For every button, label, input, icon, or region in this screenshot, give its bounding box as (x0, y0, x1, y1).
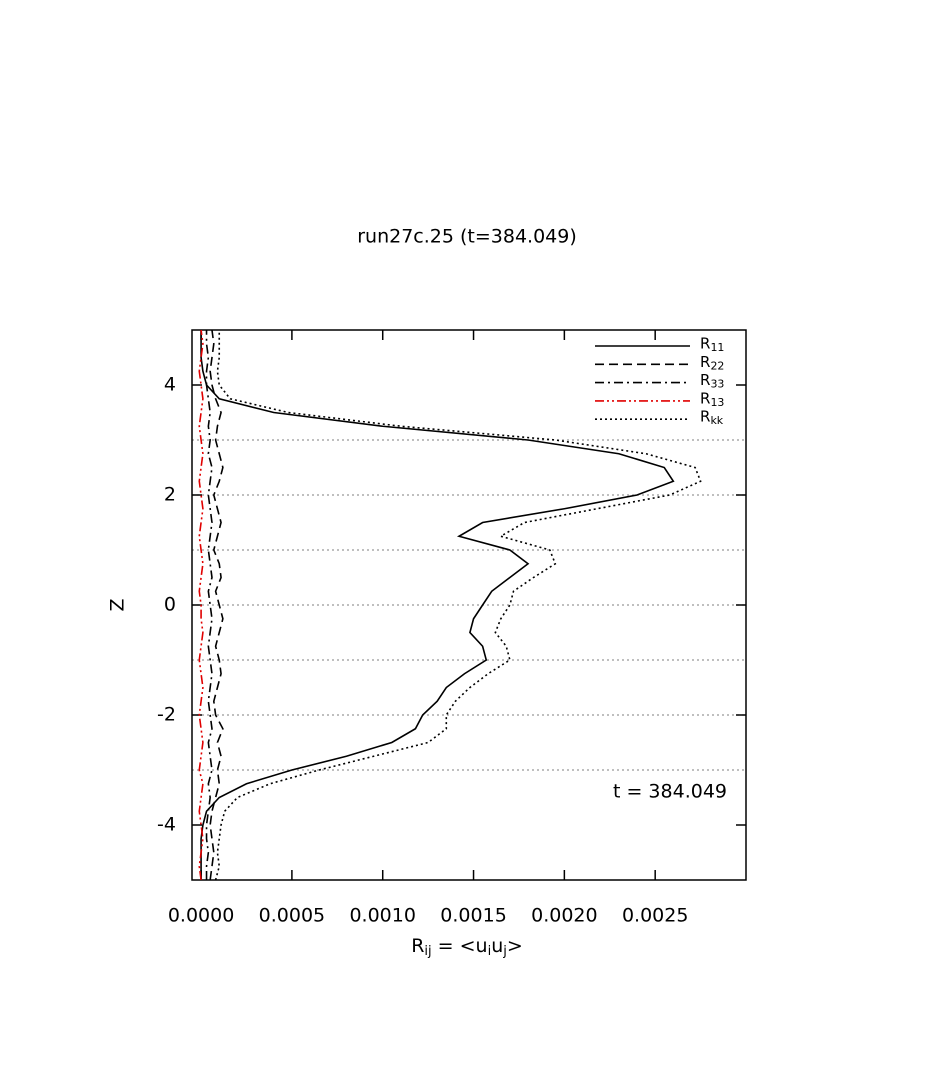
x-axis-label-sub: i (488, 944, 492, 959)
legend-sub: kk (710, 414, 723, 427)
x-axis-label-sub: ij (424, 944, 431, 959)
y-tick-label: -2 (157, 704, 176, 726)
series-line (214, 330, 702, 880)
x-axis-label-part: R (411, 935, 424, 957)
x-axis-label: Rij = <uiuj> (411, 935, 523, 959)
x-tick-label: 0.0005 (259, 905, 325, 927)
legend-sub: 11 (710, 341, 724, 354)
x-tick-label: 0.0000 (168, 905, 234, 927)
y-axis-label: Z (107, 598, 129, 611)
x-axis-label-part: u (491, 935, 503, 957)
x-axis-label-part: = <u (432, 935, 488, 957)
y-tick-label: 2 (164, 484, 176, 506)
x-tick-label: 0.0020 (531, 905, 597, 927)
legend-label: R22 (700, 353, 724, 373)
legend-label: Rkk (700, 408, 724, 428)
series-line (209, 330, 224, 880)
legend-label: R13 (700, 389, 724, 409)
series-line (205, 330, 213, 880)
y-tick-label: -4 (157, 814, 176, 836)
x-tick-label: 0.0015 (440, 905, 506, 927)
annotation: t = 384.049 (613, 781, 727, 803)
y-tick-label: 0 (164, 594, 176, 616)
x-tick-label: 0.0010 (349, 905, 415, 927)
x-tick-label: 0.0025 (622, 905, 688, 927)
series-line (198, 330, 204, 880)
legend-label: R33 (700, 371, 724, 391)
legend-sub: 33 (710, 378, 724, 391)
x-axis-label-part: > (507, 935, 523, 957)
legend-sub: 13 (710, 396, 724, 409)
series-line (200, 330, 675, 880)
x-axis-label-sub: j (502, 944, 507, 959)
y-tick-label: 4 (164, 374, 176, 396)
legend-label: R11 (700, 335, 724, 355)
chart-title: run27c.25 (t=384.049) (357, 226, 577, 248)
legend-sub: 22 (710, 359, 724, 372)
